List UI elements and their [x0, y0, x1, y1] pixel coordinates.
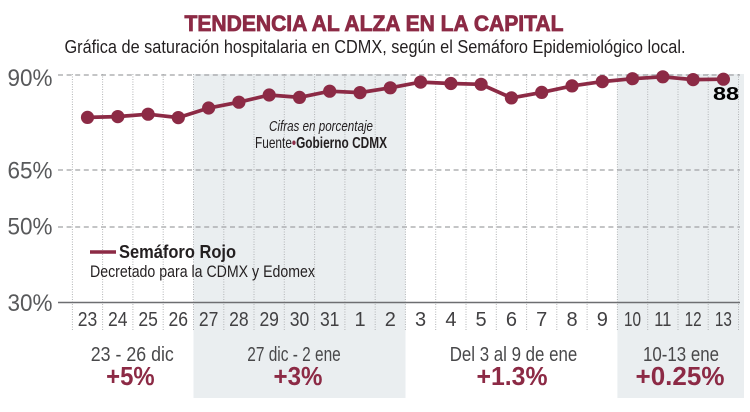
svg-text:6: 6 — [506, 309, 517, 331]
svg-text:Decretado para la CDMX y Edome: Decretado para la CDMX y Edomex — [90, 262, 315, 281]
svg-text:+1.3%: +1.3% — [477, 363, 548, 391]
svg-text:TENDENCIA AL ALZA EN LA CAPITA: TENDENCIA AL ALZA EN LA CAPITAL — [185, 11, 564, 36]
svg-text:25: 25 — [138, 309, 158, 331]
svg-text:10-13 ene: 10-13 ene — [643, 344, 719, 366]
svg-text:1: 1 — [354, 309, 365, 331]
svg-text:Gráfica de saturación hospital: Gráfica de saturación hospitalaria en CD… — [65, 37, 686, 57]
svg-text:Semáforo Rojo: Semáforo Rojo — [119, 242, 236, 262]
svg-text:88: 88 — [713, 84, 739, 104]
svg-text:29: 29 — [259, 309, 279, 331]
svg-text:9: 9 — [597, 309, 608, 331]
svg-text:23 - 26 dic: 23 - 26 dic — [91, 344, 174, 366]
svg-text:27: 27 — [199, 309, 219, 331]
svg-text:50%: 50% — [8, 214, 53, 241]
svg-text:5: 5 — [476, 309, 487, 331]
svg-text:3: 3 — [415, 309, 426, 331]
svg-text:Cifras en porcentaje: Cifras en porcentaje — [269, 119, 373, 135]
svg-text:23: 23 — [78, 309, 98, 331]
svg-text:28: 28 — [229, 309, 249, 331]
svg-text:12: 12 — [685, 309, 702, 331]
svg-text:27 dic - 2 ene: 27 dic - 2 ene — [247, 344, 341, 366]
svg-text:11: 11 — [654, 309, 671, 331]
svg-text:Fuente•Gobierno CDMX: Fuente•Gobierno CDMX — [255, 135, 387, 152]
svg-text:24: 24 — [108, 309, 128, 331]
svg-text:13: 13 — [715, 309, 732, 331]
svg-text:+3%: +3% — [274, 363, 323, 391]
svg-text:26: 26 — [169, 309, 189, 331]
svg-text:65%: 65% — [8, 158, 53, 185]
svg-text:+5%: +5% — [106, 363, 155, 391]
svg-text:7: 7 — [536, 309, 547, 331]
svg-text:Del 3 al 9 de ene: Del 3 al 9 de ene — [450, 344, 578, 366]
svg-text:30: 30 — [290, 309, 310, 331]
svg-text:31: 31 — [320, 309, 340, 331]
svg-text:4: 4 — [445, 309, 456, 331]
svg-text:8: 8 — [566, 309, 577, 331]
svg-text:30%: 30% — [8, 290, 53, 317]
svg-text:+0.25%: +0.25% — [636, 363, 725, 391]
svg-text:10: 10 — [624, 309, 641, 331]
svg-text:2: 2 — [385, 309, 396, 331]
svg-text:90%: 90% — [8, 65, 53, 92]
